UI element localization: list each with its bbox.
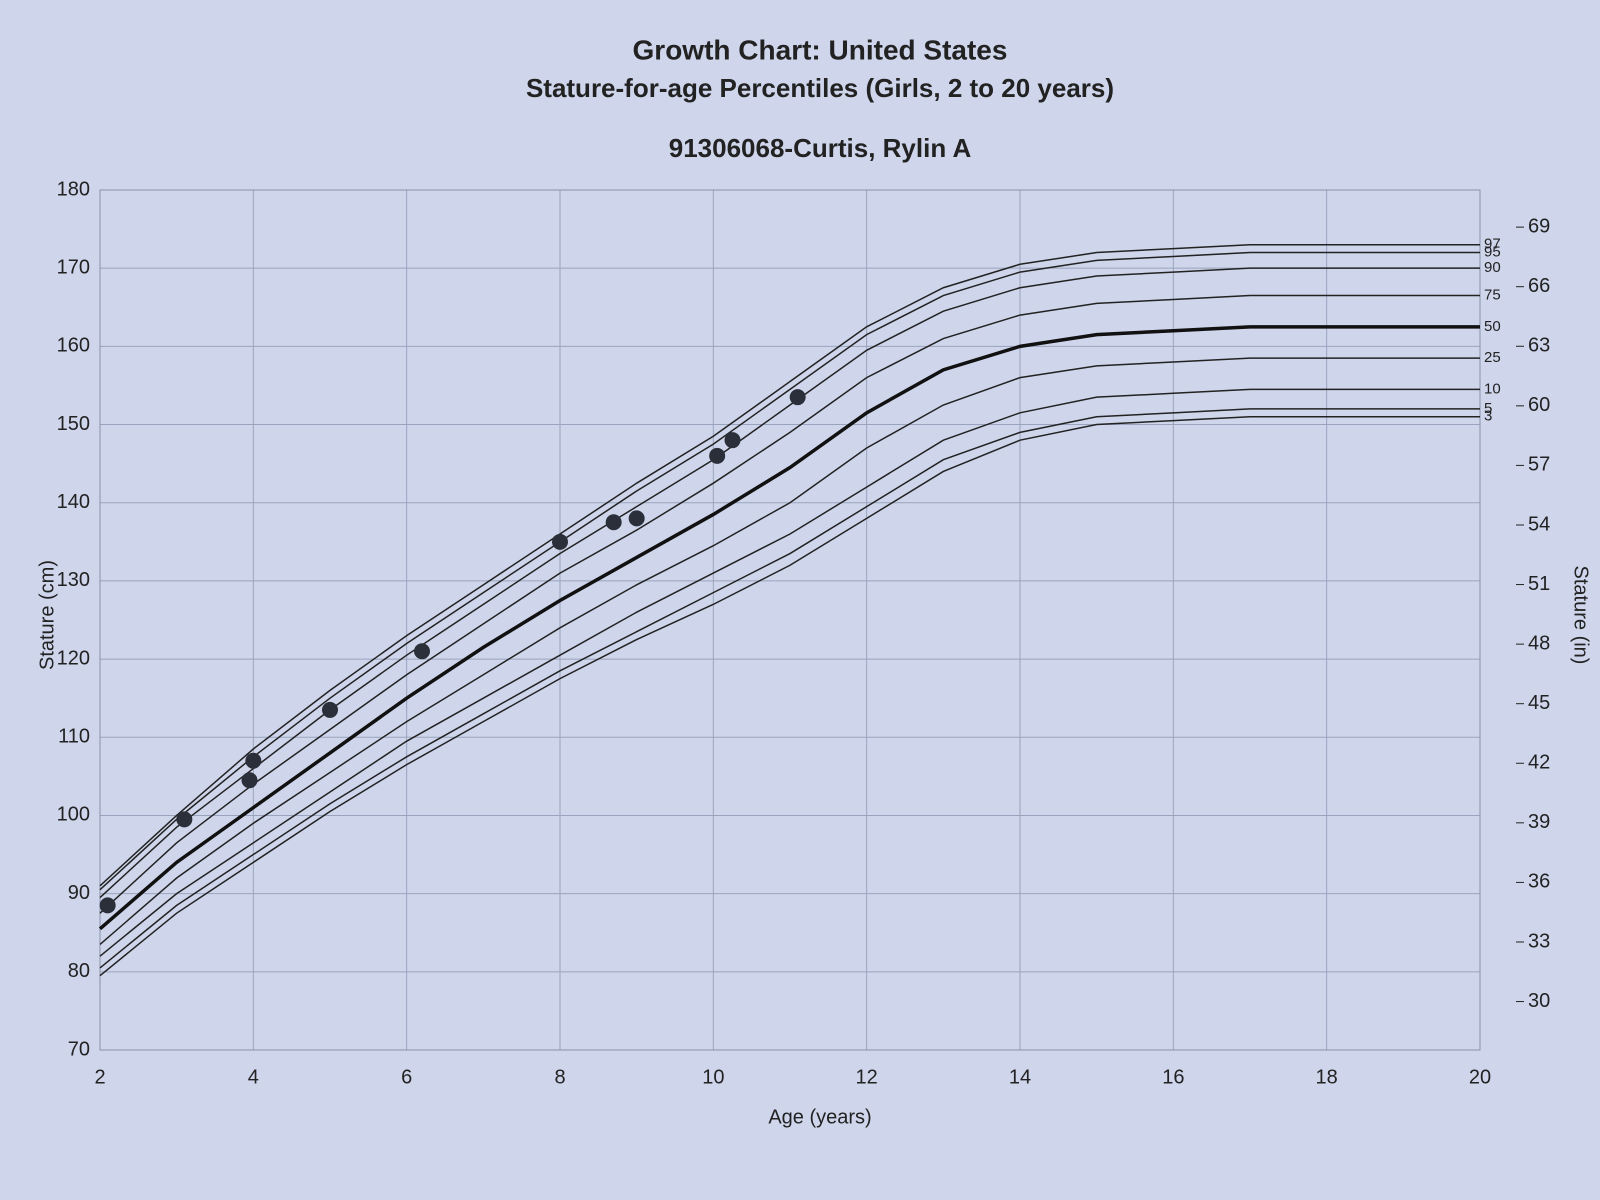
percentile-curve: [99, 357, 1480, 946]
percentile-label: 95: [1484, 244, 1501, 261]
measurement-point: [99, 897, 116, 914]
percentile-curve: [99, 294, 1480, 914]
y2-tick-label: 48: [1528, 632, 1550, 654]
percentile-curve: [99, 408, 1480, 969]
measurement-point: [724, 432, 741, 449]
percentile-curve: [99, 251, 1480, 891]
y2-tick-label: 60: [1528, 394, 1550, 416]
x-tick-label: 12: [856, 1066, 878, 1088]
y-tick-label: 130: [57, 569, 90, 591]
y-tick-label: 140: [57, 491, 90, 513]
y-tick-label: 160: [57, 335, 90, 357]
percentile-curve: [99, 388, 1480, 957]
y2-tick-label: 57: [1528, 454, 1550, 476]
measurement-point: [552, 533, 568, 550]
y2-tick-label: 45: [1528, 692, 1550, 714]
y2-tick-label: 42: [1528, 752, 1550, 774]
percentile-label: 97: [1484, 236, 1501, 253]
y2-tick-label: 36: [1528, 871, 1550, 893]
measurement-point: [709, 447, 726, 464]
y2-tick-label: 39: [1528, 811, 1550, 833]
x-tick-label: 8: [554, 1066, 565, 1088]
x-tick-label: 2: [94, 1066, 105, 1088]
measurement-point: [322, 701, 338, 718]
y2-tick-label: 63: [1528, 335, 1550, 357]
chart-subtitle: Stature-for-age Percentiles (Girls, 2 to…: [526, 73, 1114, 103]
measurement-point: [628, 510, 645, 527]
measurement-point: [241, 772, 258, 789]
y-tick-label: 180: [57, 178, 90, 200]
y2-tick-label: 51: [1528, 573, 1550, 595]
y-tick-label: 90: [68, 882, 90, 904]
percentile-label: 25: [1484, 349, 1501, 366]
measurement-point: [605, 514, 622, 531]
y2-tick-label: 54: [1528, 513, 1550, 535]
y-tick-label: 120: [57, 647, 90, 669]
percentile-label: 50: [1484, 318, 1501, 335]
percentile-label: 90: [1484, 259, 1501, 276]
percentile-label: 3: [1484, 408, 1492, 425]
measurement-point: [245, 752, 262, 769]
plot-frame: [99, 189, 1481, 1051]
y2-axis-label: Stature (in): [1570, 566, 1592, 665]
y-tick-label: 170: [57, 256, 90, 278]
x-tick-label: 10: [702, 1066, 724, 1088]
y-axis-label: Stature (cm): [36, 560, 58, 670]
x-tick-label: 4: [248, 1066, 259, 1088]
x-tick-label: 6: [401, 1066, 412, 1088]
percentile-label: 10: [1484, 380, 1501, 397]
y2-tick-label: 33: [1528, 930, 1550, 952]
x-tick-label: 20: [1469, 1066, 1491, 1088]
x-tick-label: 14: [1009, 1066, 1031, 1088]
x-tick-label: 16: [1162, 1066, 1184, 1088]
percentile-curve: [99, 243, 1480, 887]
y-tick-label: 110: [58, 726, 90, 748]
y2-tick-label: 69: [1528, 215, 1550, 237]
x-axis-label: Age (years): [768, 1106, 871, 1128]
y-tick-label: 80: [68, 960, 90, 982]
patient-name: 91306068-Curtis, Rylin A: [669, 133, 972, 163]
y2-tick-label: 30: [1528, 990, 1550, 1012]
chart-title: Growth Chart: United States: [633, 34, 1008, 65]
measurement-point: [789, 389, 806, 406]
measurement-point: [414, 643, 430, 660]
y-tick-label: 100: [57, 804, 90, 826]
x-tick-label: 18: [1316, 1066, 1338, 1088]
percentile-curve: [98, 325, 1480, 931]
y-tick-label: 150: [57, 413, 90, 435]
percentile-curve: [99, 415, 1480, 977]
measurement-point: [176, 811, 193, 828]
percentile-label: 75: [1484, 287, 1501, 304]
y2-tick-label: 66: [1528, 275, 1550, 297]
percentile-label: 5: [1484, 400, 1492, 417]
y-tick-label: 70: [68, 1038, 90, 1060]
